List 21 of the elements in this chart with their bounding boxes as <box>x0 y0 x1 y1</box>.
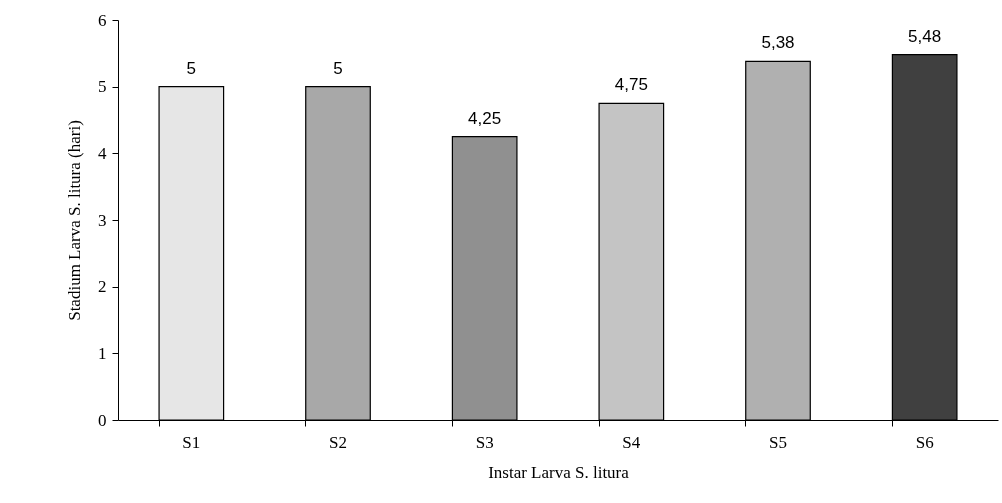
data-label: 5,38 <box>761 33 795 53</box>
y-tick-label: 2 <box>98 277 107 297</box>
x-tick-label: S6 <box>915 432 934 452</box>
y-axis-title: Stadium Larva S. litura (hari) <box>65 120 84 321</box>
y-tick-label: 1 <box>98 343 107 363</box>
x-tick-label: S5 <box>769 432 787 452</box>
y-tick-label: 5 <box>98 77 107 97</box>
x-tick-label: S1 <box>182 432 201 452</box>
data-label: 5,48 <box>908 26 942 46</box>
data-label: 4,75 <box>614 75 648 95</box>
y-tick-label: 4 <box>98 143 107 163</box>
y-tick-label: 3 <box>98 210 107 230</box>
data-label: 5 <box>333 58 343 78</box>
y-tick-label: 0 <box>98 410 107 430</box>
y-tick-label: 6 <box>98 10 107 30</box>
data-label: 4,25 <box>468 108 502 128</box>
x-tick-label: S3 <box>475 432 494 452</box>
x-tick-label: S2 <box>329 432 347 452</box>
x-axis-title: Instar Larva S. litura <box>488 462 630 482</box>
x-tick-label: S4 <box>622 432 641 452</box>
data-label: 5 <box>186 58 197 78</box>
